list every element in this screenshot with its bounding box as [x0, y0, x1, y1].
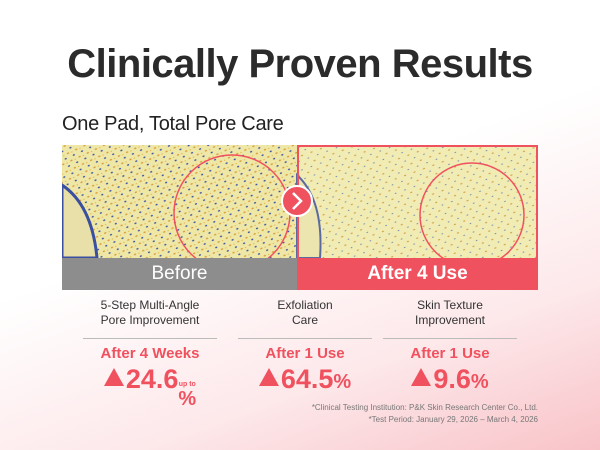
stat-label-line: Exfoliation	[277, 298, 333, 312]
title: Clinically Proven Results	[67, 42, 533, 86]
up-arrow	[411, 368, 432, 386]
stat-period: After 4 Weeks	[100, 345, 200, 362]
stat-label-line: Skin Texture	[417, 298, 483, 312]
stat-label: Exfoliation Care	[230, 298, 380, 330]
stat-label-line: 5-Step Multi-Angle	[100, 298, 200, 312]
divider	[83, 338, 217, 339]
skin-comparison	[62, 145, 538, 290]
unit-group: up to%	[178, 381, 196, 411]
stat-unit: %	[333, 371, 352, 393]
footnote: *Clinical Testing Institution: P&K Skin …	[311, 403, 538, 412]
footnote: *Test Period: January 29, 2026 – March 4…	[368, 415, 538, 424]
stat-number: 9.6	[433, 364, 471, 394]
before-label: Before	[62, 258, 297, 290]
stat-label: Skin Texture Improvement	[375, 298, 525, 330]
stat-number: 24.6	[125, 364, 179, 394]
stat-label-line: Care	[291, 313, 318, 327]
up-arrow	[103, 368, 124, 386]
stat-label-line: Pore Improvement	[100, 313, 200, 327]
stat-value: 9.6%	[375, 364, 525, 395]
stat-unit: %	[178, 388, 197, 410]
subtitle: One Pad, Total Pore Care	[62, 113, 284, 135]
up-arrow	[258, 368, 279, 386]
stat-unit: %	[470, 371, 489, 393]
divider	[383, 338, 517, 339]
stat-number: 64.5	[280, 364, 334, 394]
stat-period: After 1 Use	[410, 345, 490, 362]
after-label: After 4 Use	[297, 258, 538, 290]
stat: Exfoliation Care After 1 Use 64.5%	[230, 298, 380, 395]
stat: 5-Step Multi-Angle Pore Improvement After …	[75, 298, 225, 411]
stat-label-line: Improvement	[414, 313, 486, 327]
stat-label: 5-Step Multi-Angle Pore Improvement	[75, 298, 225, 330]
stat-value: 64.5%	[230, 364, 380, 395]
stat: Skin Texture Improvement After 1 Use 9.6%	[375, 298, 525, 395]
stat-value: 24.6 up to%	[75, 364, 225, 411]
stat-qualifier: up to	[178, 381, 196, 388]
stat-period: After 1 Use	[265, 345, 345, 362]
divider	[238, 338, 372, 339]
